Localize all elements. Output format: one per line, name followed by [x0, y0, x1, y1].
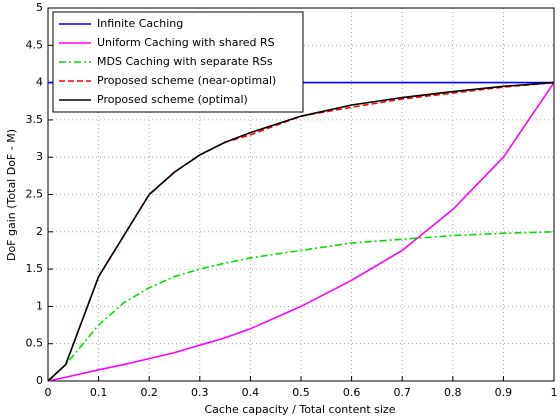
y-tick-label: 3.5: [26, 113, 44, 126]
x-tick-label: 0.7: [393, 386, 411, 399]
y-tick-label: 4.5: [26, 38, 44, 51]
x-tick-label: 0.9: [495, 386, 513, 399]
y-axis-title: DoF gain (Total DoF - M): [5, 129, 18, 261]
x-tick-label: 0.1: [90, 386, 108, 399]
x-tick-label: 0: [45, 386, 52, 399]
y-tick-label: 2.5: [26, 188, 44, 201]
x-tick-label: 0.6: [343, 386, 361, 399]
y-tick-label: 0.5: [26, 337, 44, 350]
series-line: [47, 82, 555, 382]
legend-label: Uniform Caching with shared RS: [97, 36, 275, 49]
x-tick-label: 0.4: [242, 386, 260, 399]
series-line: [47, 231, 555, 382]
y-tick-label: 2: [36, 225, 43, 238]
x-tick-label: 0.2: [140, 386, 158, 399]
legend-label: MDS Caching with separate RSs: [97, 55, 273, 68]
y-tick-label: 5: [36, 1, 43, 14]
y-tick-label: 1.5: [26, 262, 44, 275]
legend-label: Infinite Caching: [97, 17, 183, 30]
series-line: [47, 81, 555, 382]
x-tick-label: 0.5: [292, 386, 310, 399]
legend-label: Proposed scheme (optimal): [97, 93, 248, 106]
x-tick-label: 1: [551, 386, 558, 399]
y-tick-label: 0: [36, 374, 43, 387]
x-tick-label: 0.3: [191, 386, 209, 399]
y-tick-label: 4: [36, 76, 43, 89]
plot-frame: [47, 7, 555, 382]
legend-label: Proposed scheme (near-optimal): [97, 74, 276, 87]
x-axis-title: Cache capacity / Total content size: [205, 403, 396, 416]
y-tick-label: 1: [36, 299, 43, 312]
y-tick-label: 3: [36, 150, 43, 163]
legend-box: [52, 11, 304, 113]
x-tick-label: 0.8: [444, 386, 462, 399]
